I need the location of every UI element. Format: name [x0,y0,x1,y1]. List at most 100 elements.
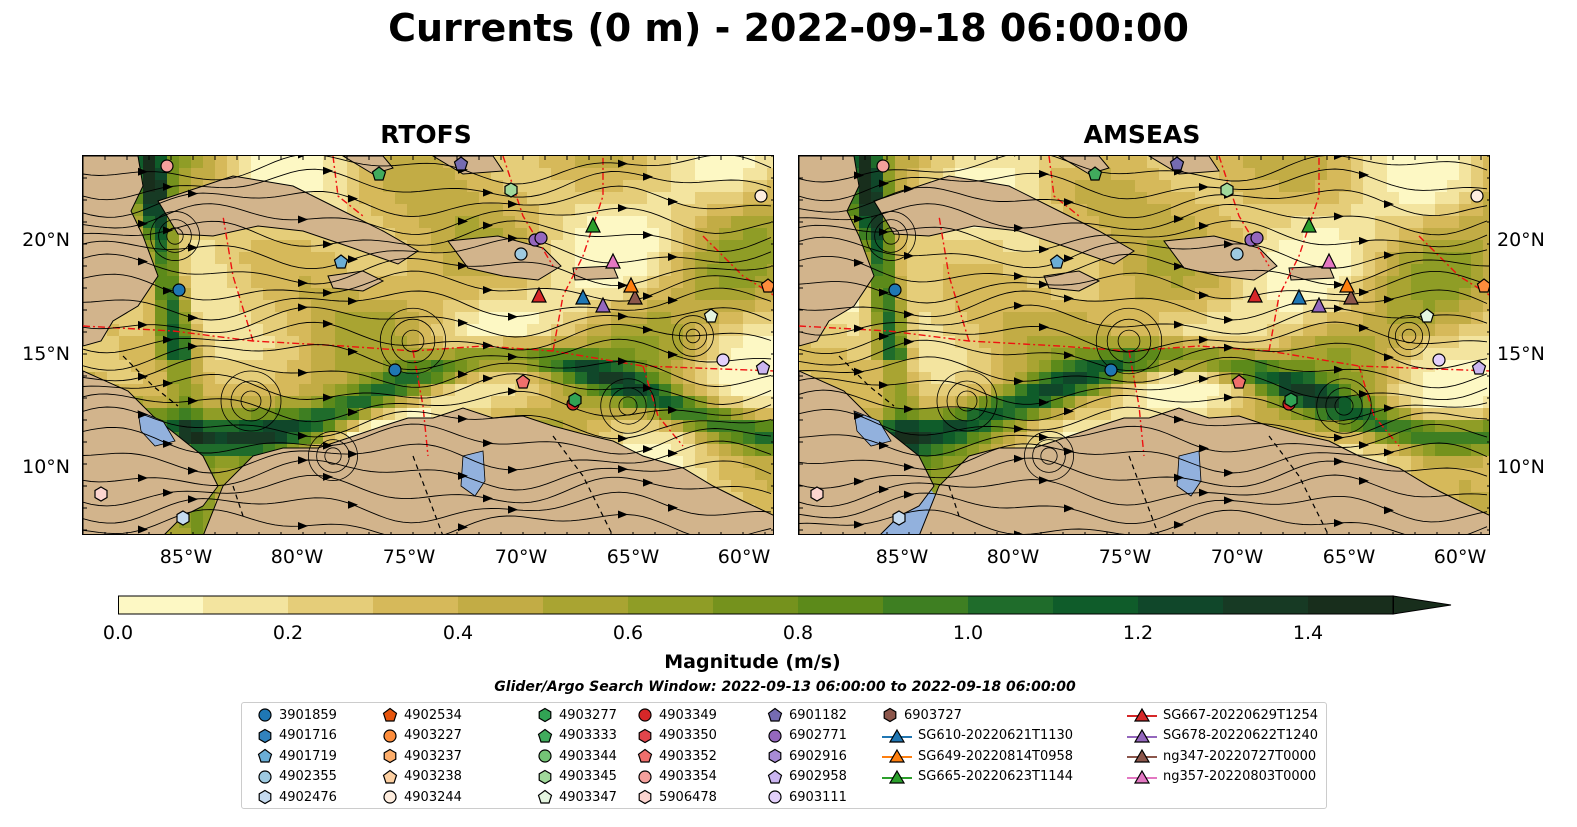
glider-marker [1247,286,1263,303]
streamline [83,491,772,524]
legend-item: 4903354 [637,767,717,787]
streamline-arrow [323,441,333,450]
legend-marker-icon [382,707,398,722]
legend-item: SG667-20220629T1254 [1127,705,1318,725]
streamline-arrow [483,221,493,230]
colorbar-tick-label: 1.4 [1292,622,1324,644]
argo-float-marker [810,486,824,502]
country-border [838,355,895,407]
streamline [83,390,772,423]
eez-boundary [1218,156,1270,267]
legend-marker-icon [1127,728,1157,743]
eddy-contour [308,431,358,481]
streamline-arrow [138,219,148,228]
streamline-arrow [1174,320,1184,329]
streamline [83,373,772,405]
legend-item-label: 4903349 [659,707,717,723]
legend-item: 4903347 [537,787,617,807]
eddy-contour [324,447,342,465]
streamline-arrow [188,396,198,405]
streamline-arrow [298,303,308,312]
streamlines [799,156,1488,534]
streamline-arrow [188,495,198,504]
argo-float-marker [1104,363,1118,377]
streamline-arrow [1359,288,1369,297]
streamline-arrow [668,503,678,512]
streamline-arrow [1014,530,1023,534]
streamline-arrow [904,251,914,260]
streamline-arrow [1174,415,1184,424]
eddy-contour [390,318,436,364]
legend-item-label: 3901859 [279,707,337,723]
argo-float-marker [94,486,108,502]
streamline-arrow [879,441,889,450]
eddy-contour [230,380,272,422]
legend-marker-icon [383,790,397,804]
float-glider-markers [94,156,773,526]
streamline-arrow [879,288,889,297]
eddy-contour [609,387,647,425]
legend-item-label: SG667-20220629T1254 [1163,707,1319,723]
colorbar-segment [713,596,799,614]
streamline-arrow [188,189,198,198]
argo-float-marker [703,308,719,323]
eddy-contour [1032,439,1066,473]
streamline [83,474,772,507]
streamline [799,457,1488,489]
lat-label-15n-right: 15°N [1497,343,1545,365]
streamline-arrow [323,166,333,175]
argo-float-marker [1231,374,1247,389]
streamline-arrow [879,485,889,494]
eddy-contour [1325,387,1363,425]
streamline-arrow [904,184,914,193]
legend-item: 4903344 [537,746,617,766]
argo-float-marker [534,231,548,245]
panel-title-rtofs: RTOFS [380,120,472,149]
legend-marker-icon [538,707,552,723]
streamline [83,237,772,270]
legend-item: 6902958 [767,767,847,787]
legend-marker-icon [638,789,652,805]
argo-float-marker [888,283,902,297]
glider-marker [1301,216,1317,233]
eez-boundary [1128,350,1145,457]
legend-item-label: 6902771 [789,728,847,743]
colorbar-segment [1223,596,1309,614]
legend-item: 4901719 [257,746,337,766]
streamline-arrow [163,379,173,388]
streamline-arrow [458,318,468,327]
glider-marker [1343,288,1359,305]
land-mass [1043,270,1101,292]
argo-float-marker [514,247,528,261]
legend-item-label: ng347-20220727T0000 [1163,748,1317,764]
streamline-arrow [1174,262,1184,271]
land-mass [799,370,935,534]
argo-float-marker [504,182,518,198]
legend-item-label: 4903238 [404,769,462,784]
argo-float-marker [892,510,906,526]
glider-marker [585,216,601,233]
streamline-arrow [618,510,628,519]
legend-marker-icon [768,728,782,743]
streamline-arrow [904,405,914,414]
streamline-arrow [618,357,628,366]
map-panel-rtofs[interactable] [82,155,774,535]
legend-marker-icon [882,748,912,763]
streamline-arrow [854,171,864,180]
streamline [83,203,772,235]
legend-marker-icon [1127,707,1157,722]
legend-item: 6903111 [767,787,847,807]
map-panel-amseas[interactable] [798,155,1490,535]
legend-item: 4901716 [257,726,337,746]
streamline-arrow [508,505,518,514]
streamline-arrow [1224,240,1234,249]
legend-item-label: 6902958 [789,769,847,784]
streamline-arrow [643,445,653,454]
streamline [799,474,1488,508]
streamline-arrow [1199,335,1209,344]
argo-float-marker [1284,392,1298,408]
streamline [83,423,772,455]
eddy-contour [678,321,708,351]
legend-marker-icon [882,769,912,784]
eddy-contour [946,380,988,422]
